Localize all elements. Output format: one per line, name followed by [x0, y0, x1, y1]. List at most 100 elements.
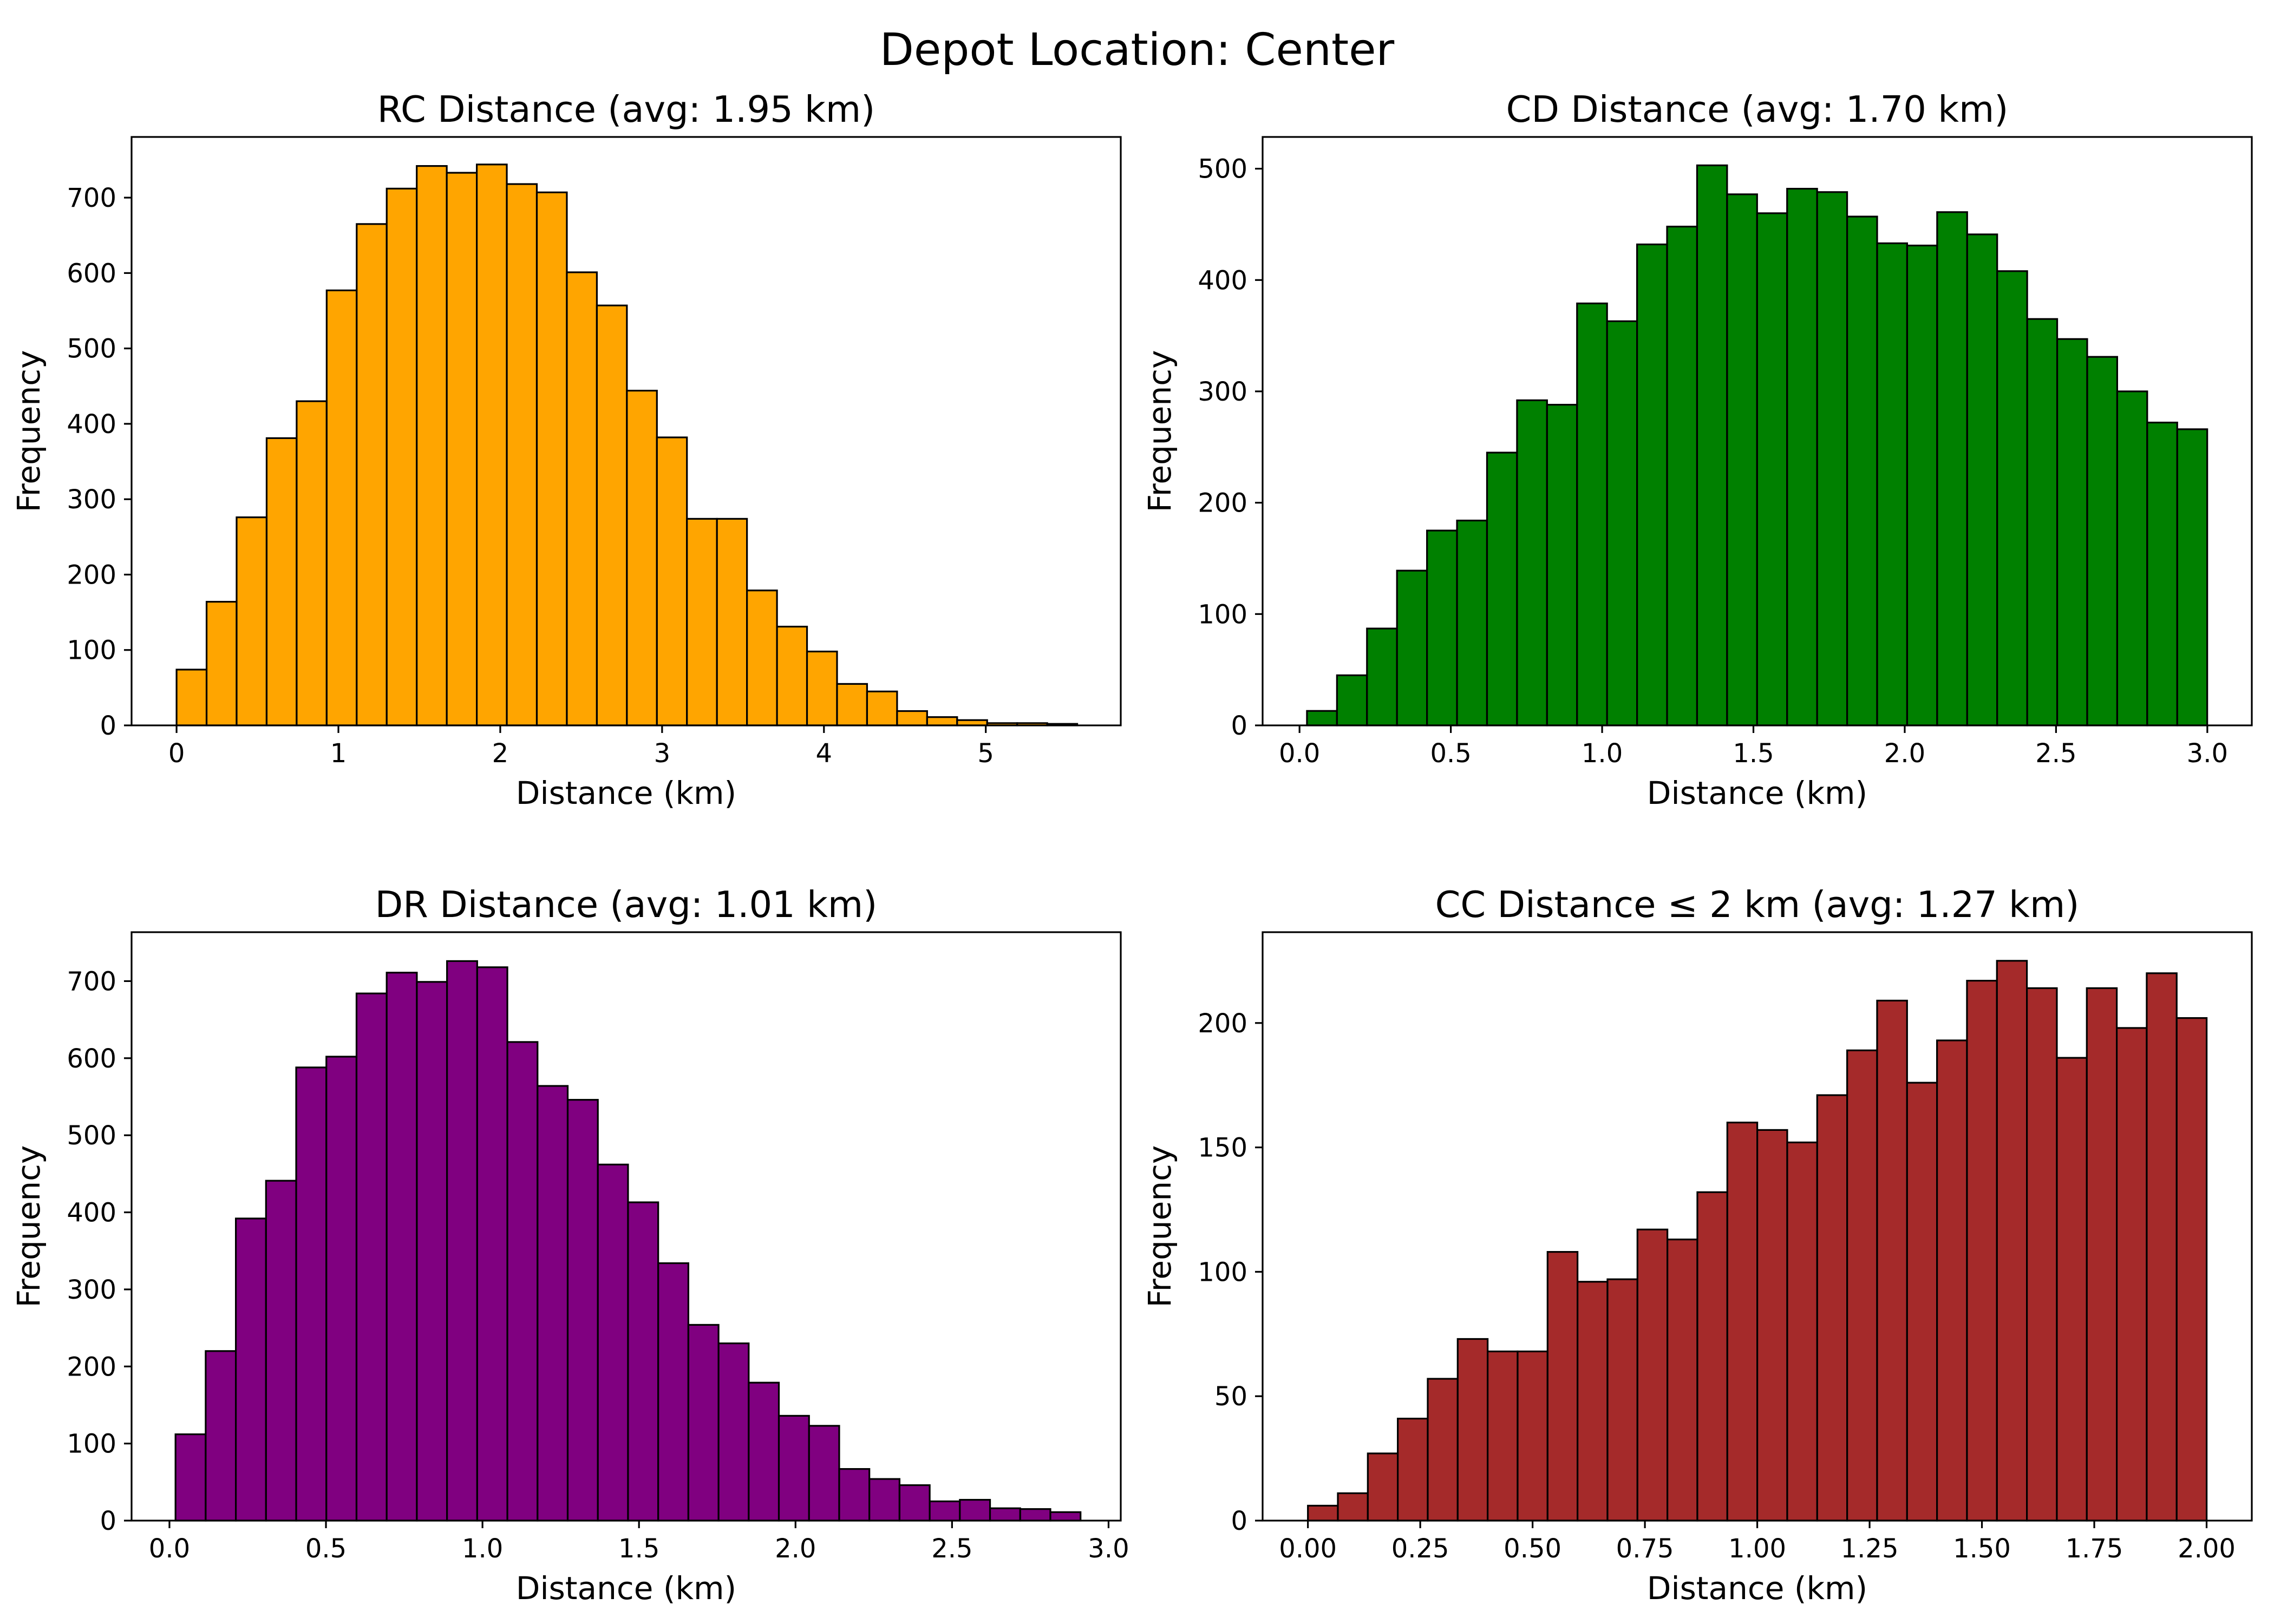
cd-y-tick-label: 500: [1198, 154, 1247, 185]
cd-x-tick-label: 3.0: [2187, 738, 2228, 769]
dr-histogram-bar: [868, 1478, 901, 1522]
dr-x-tick-label: 0.0: [149, 1534, 190, 1564]
cd-histogram-bar: [1366, 627, 1398, 726]
cd-histogram-bar: [1726, 193, 1758, 726]
rc-histogram-bar: [806, 650, 838, 726]
cd-histogram-bar: [1636, 243, 1668, 726]
cd-x-tick-label: 0.5: [1430, 738, 1471, 769]
cc-histogram-bar: [2056, 1057, 2088, 1522]
dr-histogram-bar: [898, 1484, 931, 1522]
cc-histogram-bar: [1397, 1417, 1429, 1522]
rc-x-axis-label: Distance (km): [516, 775, 736, 811]
cc-histogram-bar: [1456, 1338, 1489, 1522]
rc-histogram-bar: [236, 516, 268, 726]
rc-y-tick-label: 0: [100, 711, 116, 741]
cd-x-tick-label: 1.0: [1582, 738, 1623, 769]
cd-histogram-bar: [1336, 674, 1368, 726]
rc-histogram-bar: [535, 191, 568, 726]
cd-histogram-bar: [1396, 569, 1428, 726]
dr-histogram-bar: [777, 1415, 810, 1522]
cd-histogram-bar: [1666, 225, 1698, 726]
cd-histogram-bar: [1936, 211, 1968, 726]
cd-histogram-bar: [1606, 320, 1638, 726]
dr-x-tick-label: 1.5: [618, 1534, 659, 1564]
cc-x-tick-label: 0.50: [1504, 1534, 1561, 1564]
dr-y-tick-label: 200: [67, 1352, 116, 1382]
cc-histogram-bar: [1517, 1350, 1548, 1522]
rc-y-tick-label: 200: [67, 560, 116, 590]
dr-histogram-bar: [687, 1324, 720, 1522]
dr-histogram-bar: [446, 960, 478, 1522]
cd-y-tick-label: 300: [1198, 377, 1247, 407]
cc-x-tick-label: 0.75: [1616, 1534, 1674, 1564]
rc-y-axis-label: Frequency: [10, 350, 47, 513]
cc-y-axis-label: Frequency: [1141, 1145, 1178, 1308]
subplot-dr-distance: 0.0 0.5 1.0 1.5 2.0 2.5 3.0 0 100 200 300 400 500 600…: [10, 883, 1129, 1607]
cd-histogram-bar: [1846, 215, 1878, 726]
rc-histogram-bar: [296, 400, 328, 726]
cc-histogram-bar: [1996, 960, 2028, 1522]
dr-histogram-bar: [235, 1217, 267, 1522]
cd-histogram-bar: [2176, 428, 2208, 726]
cc-histogram-bar: [2146, 972, 2178, 1522]
rc-x-tick-label: 3: [654, 738, 671, 769]
dr-histogram-bar: [265, 1180, 297, 1522]
dr-histogram-bar: [355, 992, 388, 1522]
cd-histogram-bar: [1546, 404, 1578, 726]
dr-x-tick-label: 2.0: [775, 1534, 816, 1564]
cc-histogram-bar: [1726, 1122, 1759, 1522]
cc-y-tick-label: 100: [1198, 1257, 1247, 1287]
dr-histogram-bar: [174, 1433, 207, 1522]
cd-histogram-bar: [1786, 188, 1818, 726]
cd-x-tick-label: 2.5: [2035, 738, 2076, 769]
cd-histogram-bar: [2086, 356, 2118, 726]
dr-histogram-bar: [295, 1066, 328, 1522]
figure-title: Depot Location: Center: [880, 24, 1395, 76]
cd-subplot-title: CD Distance (avg: 1.70 km): [1506, 88, 2009, 130]
rc-y-tick-label: 500: [67, 334, 116, 364]
rc-histogram-bar: [475, 163, 508, 726]
dr-histogram-bar: [476, 966, 508, 1522]
cd-x-axis-label: Distance (km): [1647, 775, 1867, 811]
dr-histogram-bar: [959, 1498, 991, 1522]
rc-x-tick-label: 1: [330, 738, 347, 769]
rc-histogram-bar: [626, 390, 658, 726]
dr-histogram-bar: [597, 1163, 629, 1522]
dr-y-tick-label: 700: [67, 966, 116, 997]
cc-histogram-bar: [1936, 1039, 1968, 1522]
dr-histogram-bar: [657, 1262, 689, 1522]
cd-x-tick-label: 0.0: [1279, 738, 1320, 769]
cd-histogram-bar: [1306, 710, 1338, 726]
dr-axes-frame: [130, 931, 1122, 1522]
rc-histogram-bar: [325, 289, 358, 726]
cc-histogram-bar: [1696, 1191, 1728, 1522]
rc-x-tick-label: 2: [492, 738, 509, 769]
rc-histogram-bar: [175, 669, 208, 726]
cc-x-tick-label: 0.00: [1279, 1534, 1337, 1564]
rc-histogram-bar: [686, 518, 718, 726]
cd-x-tick-label: 2.0: [1884, 738, 1925, 769]
cc-histogram-bar: [1966, 980, 1998, 1522]
rc-histogram-bar: [836, 683, 868, 726]
cd-y-tick-label: 400: [1198, 265, 1247, 296]
cc-histogram-bar: [2086, 987, 2118, 1522]
rc-histogram-bar: [896, 710, 928, 726]
cc-x-tick-label: 0.25: [1391, 1534, 1449, 1564]
dr-x-axis-label: Distance (km): [516, 1570, 736, 1607]
dr-y-tick-label: 400: [67, 1198, 116, 1228]
cc-x-tick-label: 1.50: [1953, 1534, 2011, 1564]
rc-histogram-bar: [416, 165, 448, 726]
cc-histogram-bar: [1427, 1378, 1459, 1522]
rc-histogram-bar: [265, 437, 298, 726]
rc-x-tick-label: 5: [977, 738, 994, 769]
dr-histogram-bar: [929, 1500, 961, 1522]
cd-y-tick-label: 0: [1231, 711, 1247, 741]
rc-histogram-bar: [566, 271, 598, 726]
rc-histogram-bar: [866, 690, 898, 726]
cc-x-tick-label: 1.00: [1728, 1534, 1786, 1564]
cd-histogram-bar: [2056, 338, 2088, 726]
dr-histogram-bar: [1019, 1508, 1051, 1522]
rc-histogram-bar: [385, 187, 418, 726]
cc-histogram-bar: [1636, 1228, 1669, 1522]
cd-histogram-bar: [1876, 242, 1909, 726]
